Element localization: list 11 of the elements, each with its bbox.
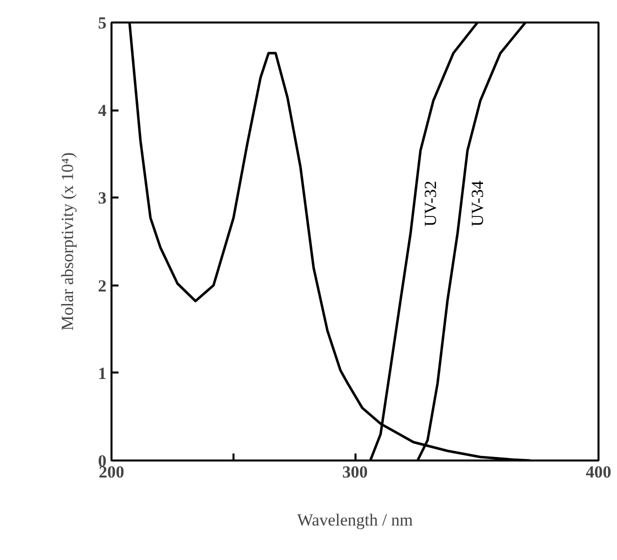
x-tick-label: 300 (342, 462, 368, 482)
y-tick-label: 4 (98, 101, 107, 120)
x-tick-label: 400 (586, 462, 612, 482)
text: UV-34 (468, 180, 488, 226)
y-tick-label: 2 (98, 276, 106, 296)
y-tick-label: 3 (98, 188, 106, 208)
text: UV-32 (421, 180, 440, 226)
y-axis-title: Molar absorptivity (x 10⁴) (58, 152, 77, 331)
x-axis-title: Wavelength / nm (297, 510, 413, 530)
y-tick-label: 1 (98, 364, 106, 383)
y-tick-label: 5 (98, 14, 106, 32)
